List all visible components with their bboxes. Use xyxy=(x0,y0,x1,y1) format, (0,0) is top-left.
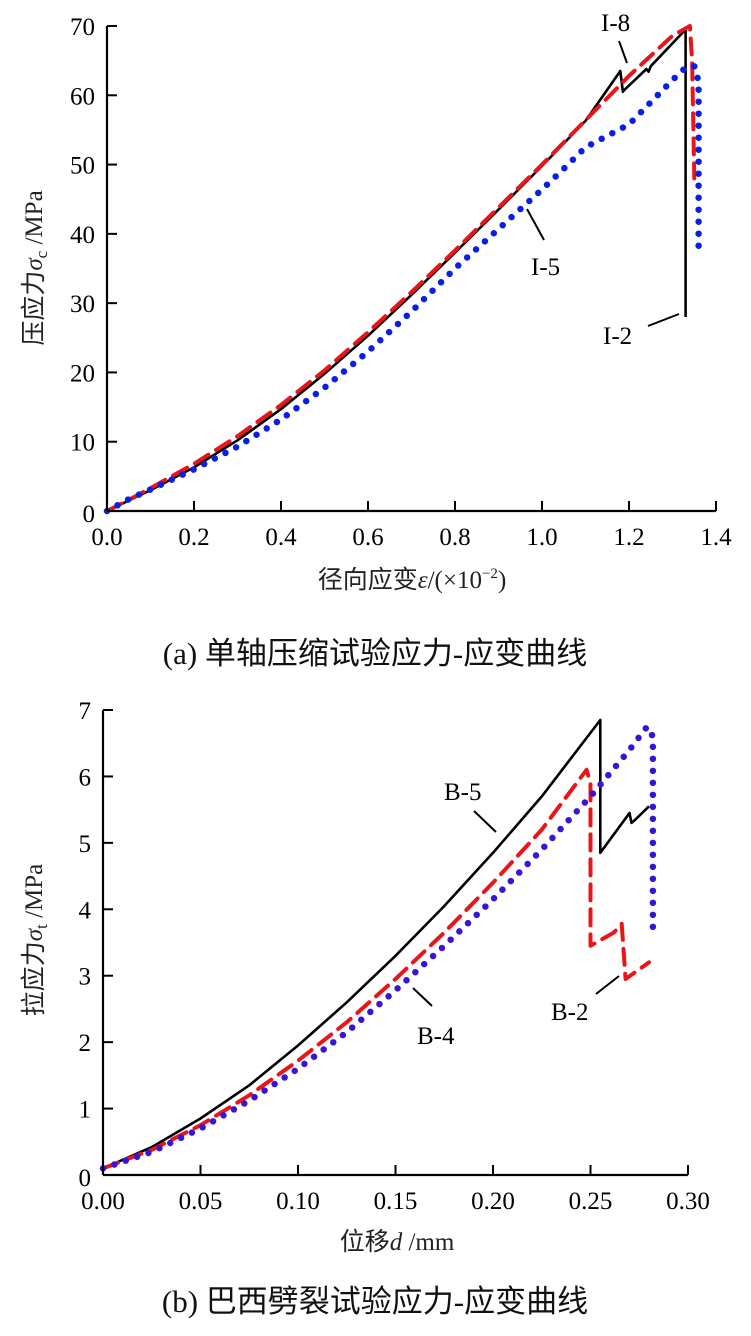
annotation-b-4: B-4 xyxy=(412,987,455,1050)
series-line-i-2 xyxy=(106,28,687,513)
chart-b-y-axis-title: 拉应力σt /MPa xyxy=(20,864,51,1017)
chart-a-caption: (a) 单轴压缩试验应力-应变曲线 xyxy=(163,636,587,671)
annotation-i-2: I-2 xyxy=(603,313,680,350)
chart-b-y-tick-label: 1 xyxy=(79,1097,92,1124)
chart-b-x-tick-label: 0.10 xyxy=(276,1188,320,1215)
chart-a-y-tick-label: 30 xyxy=(70,291,95,318)
chart-b-x-tick-label: 0.30 xyxy=(666,1188,710,1215)
chart-b-x-axis-title: 位移d /mm xyxy=(340,1228,455,1256)
series-line-i-5 xyxy=(103,62,702,515)
annotation-i-8: I-8 xyxy=(601,10,630,64)
chart-a-y-tick-label: 70 xyxy=(70,14,95,41)
chart-b-y-tick-label: 6 xyxy=(79,764,92,791)
leader-line-i-2 xyxy=(647,313,680,327)
label-i-8: I-8 xyxy=(601,10,630,37)
chart-a-x-tick-label: 0.2 xyxy=(178,524,209,551)
label-b-2: B-2 xyxy=(551,999,589,1026)
chart-a-y-tick-label: 50 xyxy=(70,153,95,180)
leader-line-b-4 xyxy=(412,987,433,1007)
chart-b-caption: (b) 巴西劈裂试验应力-应变曲线 xyxy=(162,1284,588,1319)
chart-b-x-tick-label: 0.05 xyxy=(179,1188,223,1215)
chart-b-x-tick-label: 0.00 xyxy=(81,1188,125,1215)
chart-a-x-tick-label: 0.0 xyxy=(91,524,122,551)
chart-b-y-tick-label: 5 xyxy=(79,831,92,858)
chart-b-series xyxy=(99,718,657,1172)
label-i-5: I-5 xyxy=(531,254,560,281)
chart-a-series xyxy=(103,24,702,515)
leader-line-b-5 xyxy=(473,810,497,833)
chart-a-y-axis-title: 压应力σc /MPa xyxy=(20,190,51,345)
chart-a-x-tick-label: 0.6 xyxy=(352,524,383,551)
chart-a-axes xyxy=(105,26,716,513)
chart-a-x-axis-title: 径向应变ε/(×10−2) xyxy=(318,566,507,594)
label-i-2: I-2 xyxy=(603,323,632,350)
series-line-i-8 xyxy=(105,24,697,513)
chart-a: 0.0 0.2 0.4 0.6 0.8 1.0 1.2 1.4010203040506070 … xyxy=(20,10,732,671)
chart-a-ticks: 0.0 0.2 0.4 0.6 0.8 1.0 1.2 1.4 0 10 20 30 40 50 60 70 xyxy=(70,14,732,551)
chart-a-x-tick-label: 1.0 xyxy=(526,524,557,551)
leader-line-i-8 xyxy=(618,40,628,64)
chart-a-y-tick-label: 20 xyxy=(70,360,95,387)
chart-a-y-tick-label: 60 xyxy=(70,83,95,110)
chart-a-x-tick-label: 0.4 xyxy=(265,524,297,551)
series-line-b-4 xyxy=(99,723,657,1172)
chart-b-y-tick-label: 2 xyxy=(79,1030,92,1057)
chart-a-x-tick-label: 1.2 xyxy=(613,524,644,551)
chart-a-y-tick-label: 0 xyxy=(83,501,96,528)
chart-a-y-tick-label: 10 xyxy=(70,430,95,457)
chart-b-y-tick-label: 7 xyxy=(79,698,92,725)
chart-b-x-tick-label: 0.15 xyxy=(374,1188,418,1215)
chart-b-x-tick-label: 0.25 xyxy=(569,1188,613,1215)
leader-line-i-5 xyxy=(526,208,545,241)
chart-b-y-tick-label: 3 xyxy=(79,964,92,991)
chart-a-y-tick-label: 40 xyxy=(70,222,95,249)
series-line-b-2 xyxy=(101,767,651,1171)
chart-b-x-tick-label: 0.20 xyxy=(471,1188,515,1215)
chart-b-y-tick-label: 0 xyxy=(79,1165,92,1192)
annotation-b-5: B-5 xyxy=(444,779,497,833)
label-b-4: B-4 xyxy=(417,1023,455,1050)
annotation-b-2: B-2 xyxy=(551,975,620,1026)
chart-a-x-tick-label: 0.8 xyxy=(439,524,470,551)
series-line-b-5 xyxy=(102,718,650,1170)
leader-line-b-2 xyxy=(595,975,620,995)
chart-a-x-tick-label: 1.4 xyxy=(700,524,732,551)
chart-b: 0.00 0.05 0.10 0.15 0.20 0.25 0.30 0 1 2 3 4 5 6 7 B-5… xyxy=(20,698,710,1319)
chart-b-ticks: 0.00 0.05 0.10 0.15 0.20 0.25 0.30 0 1 2 3 4 5 6 7 xyxy=(79,698,710,1215)
label-b-5: B-5 xyxy=(444,779,482,806)
chart-b-y-tick-label: 4 xyxy=(79,897,92,924)
annotation-i-5: I-5 xyxy=(526,208,560,281)
